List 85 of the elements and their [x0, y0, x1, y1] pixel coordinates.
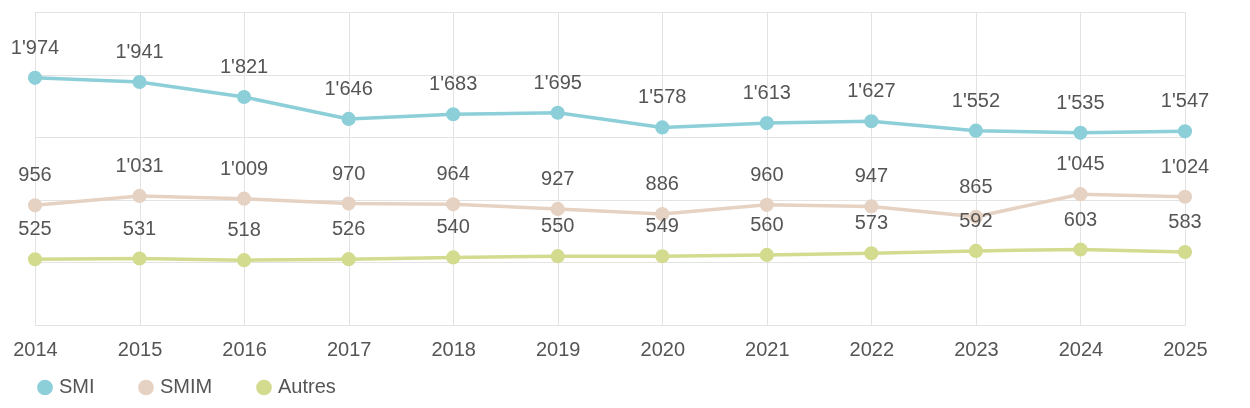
data-label: 1'821	[219, 55, 269, 78]
point	[550, 105, 565, 120]
point	[27, 252, 43, 267]
data-label: 583	[1168, 210, 1202, 233]
point	[1073, 242, 1088, 257]
point	[132, 74, 147, 90]
data-label: 573	[854, 211, 889, 234]
data-label: 1'045	[1056, 152, 1105, 175]
point	[27, 70, 43, 85]
data-label: 947	[854, 164, 889, 187]
point	[655, 120, 670, 135]
x-tick-label: 2014	[13, 337, 58, 360]
x-tick-label: 2015	[117, 337, 163, 360]
point	[237, 191, 252, 206]
data-label: 549	[645, 214, 679, 237]
legend-label: Autres	[278, 375, 336, 398]
data-label: 1'031	[115, 153, 164, 176]
data-label: 964	[436, 162, 470, 185]
point	[968, 243, 983, 258]
point	[446, 197, 461, 212]
point	[237, 89, 252, 105]
data-label: 550	[541, 214, 575, 237]
data-label: 1'547	[1160, 89, 1210, 112]
x-tick-label: 2017	[326, 337, 372, 360]
point	[446, 250, 461, 265]
data-label: 518	[227, 218, 261, 241]
data-label: 1'552	[951, 88, 1001, 111]
x-tick-label: 2021	[745, 337, 790, 360]
point	[132, 188, 147, 203]
point	[864, 246, 879, 261]
point	[864, 114, 879, 129]
point	[341, 196, 356, 211]
data-label: 886	[645, 172, 679, 195]
x-tick-label: 2018	[431, 337, 476, 360]
point	[1177, 244, 1193, 260]
data-label: 1'578	[638, 85, 687, 108]
data-label: 1'941	[115, 39, 164, 62]
point	[132, 251, 147, 266]
point	[1073, 125, 1088, 140]
legend-label: SMI	[59, 375, 95, 398]
data-label: 1'627	[847, 79, 896, 102]
point	[341, 252, 356, 267]
x-tick-label: 2016	[222, 337, 267, 360]
data-label: 1'613	[742, 81, 791, 104]
point	[864, 199, 879, 214]
data-label: 531	[122, 216, 157, 239]
data-label: 603	[1063, 207, 1098, 230]
data-label: 1'974	[10, 35, 60, 58]
point	[1073, 187, 1088, 202]
x-tick-label: 2020	[640, 337, 686, 360]
data-label: 592	[959, 208, 993, 231]
x-tick-label: 2025	[1163, 337, 1208, 360]
data-label: 526	[331, 217, 366, 240]
point	[1177, 124, 1193, 139]
point	[1177, 189, 1193, 204]
data-label: 865	[959, 174, 993, 197]
point	[550, 201, 565, 216]
data-label: 927	[541, 166, 575, 189]
point	[759, 116, 774, 131]
legend-label: SMIM	[160, 375, 213, 398]
point	[550, 249, 565, 264]
point	[237, 253, 252, 268]
data-label: 1'024	[1160, 154, 1210, 177]
data-label: 970	[331, 161, 366, 184]
point	[759, 247, 774, 262]
data-label: 956	[18, 163, 52, 186]
point	[27, 198, 43, 213]
data-label: 1'683	[429, 72, 478, 95]
x-tick-label: 2019	[535, 337, 581, 360]
x-tick-label: 2024	[1058, 337, 1104, 360]
x-tick-label: 2022	[849, 337, 895, 360]
x-tick-label: 2023	[954, 337, 999, 360]
data-label: 960	[750, 162, 784, 185]
point	[655, 249, 670, 264]
point	[446, 107, 461, 122]
point	[968, 123, 983, 138]
data-label: 1'009	[219, 156, 269, 179]
data-label: 540	[436, 215, 470, 238]
point	[341, 111, 356, 126]
data-label: 1'695	[533, 70, 582, 93]
point	[759, 197, 774, 212]
data-label: 1'646	[324, 76, 373, 99]
data-label: 525	[18, 217, 52, 240]
data-label: 1'535	[1056, 90, 1105, 113]
data-label: 560	[750, 212, 784, 235]
